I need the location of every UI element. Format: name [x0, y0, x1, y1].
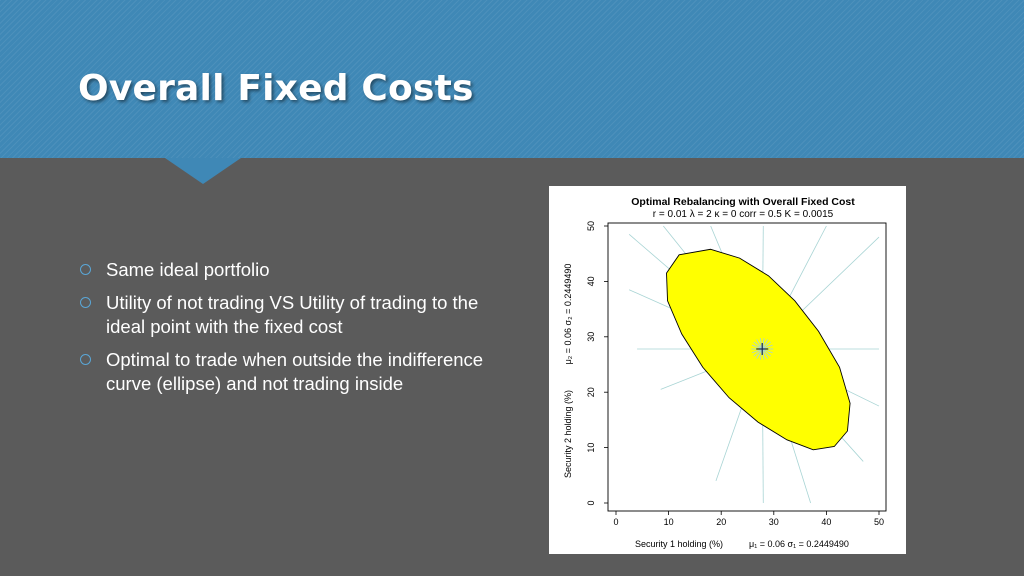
- x-axis-params: μ₁ = 0.06 σ₁ = 0.2449490: [749, 539, 849, 549]
- ideal-point-glow: [756, 339, 763, 350]
- x-tick-label: 0: [613, 517, 618, 527]
- bullet-text: Same ideal portfolio: [106, 259, 270, 280]
- x-tick-label: 50: [874, 517, 884, 527]
- bullet-text: Optimal to trade when outside the indiff…: [106, 349, 484, 394]
- x-axis-label: Security 1 holding (%): [635, 539, 723, 549]
- chart-title: Optimal Rebalancing with Overall Fixed C…: [631, 196, 855, 208]
- banner-notch: [165, 158, 241, 184]
- y-tick-label: 20: [586, 387, 596, 397]
- ideal-point-glow: [753, 348, 763, 357]
- circle-bullet-icon: [80, 297, 91, 308]
- ideal-point-marker: [751, 338, 774, 360]
- y-axis-label: Security 2 holding (%): [563, 390, 573, 478]
- ideal-point-glow: [761, 341, 771, 350]
- plot-frame: [607, 222, 887, 512]
- ideal-point-glow: [753, 341, 763, 350]
- ideal-point-glow: [761, 348, 771, 357]
- chart-subtitle: r = 0.01 λ = 2 κ = 0 corr = 0.5 K = 0.00…: [653, 209, 834, 220]
- y-axis: 0 10 20 30 40 50: [586, 221, 608, 506]
- title-banner: Overall Fixed Costs: [0, 0, 1024, 158]
- x-axis: 0 10 20 30 40 50: [613, 511, 884, 527]
- bullet-item: Optimal to trade when outside the indiff…: [78, 348, 508, 396]
- bullet-item: Utility of not trading VS Utility of tra…: [78, 291, 508, 339]
- x-tick-label: 20: [716, 517, 726, 527]
- circle-bullet-icon: [80, 264, 91, 275]
- ideal-point-glow: [756, 348, 763, 359]
- ideal-point-glow: [751, 348, 763, 354]
- slide-title: Overall Fixed Costs: [78, 68, 474, 109]
- y-tick-label: 50: [586, 221, 596, 231]
- x-tick-label: 40: [821, 517, 831, 527]
- ideal-point-glow: [761, 339, 769, 350]
- ideal-point-glow: [761, 348, 769, 359]
- chart-panel: Optimal Rebalancing with Overall Fixed C…: [549, 186, 906, 554]
- rebalancing-chart: Optimal Rebalancing with Overall Fixed C…: [563, 196, 887, 549]
- circle-bullet-icon: [80, 354, 91, 365]
- ideal-point-glow: [762, 344, 773, 350]
- ideal-point-glow: [751, 344, 763, 350]
- y-tick-label: 30: [586, 332, 596, 342]
- y-tick-label: 10: [586, 443, 596, 453]
- y-axis-params: μ₂ = 0.06 σ₂ = 0.2449490: [563, 264, 573, 365]
- x-tick-label: 10: [664, 517, 674, 527]
- ideal-point-glow: [762, 348, 773, 354]
- bullet-list: Same ideal portfolio Utility of not trad…: [78, 258, 508, 405]
- bullet-text: Utility of not trading VS Utility of tra…: [106, 292, 479, 337]
- y-tick-label: 0: [586, 500, 596, 505]
- x-tick-label: 30: [769, 517, 779, 527]
- y-tick-label: 40: [586, 276, 596, 286]
- bullet-item: Same ideal portfolio: [78, 258, 508, 282]
